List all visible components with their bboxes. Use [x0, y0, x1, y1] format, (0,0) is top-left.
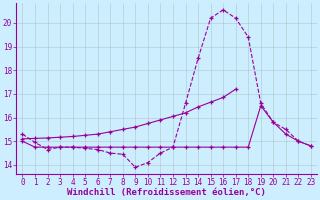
X-axis label: Windchill (Refroidissement éolien,°C): Windchill (Refroidissement éolien,°C): [67, 188, 266, 197]
